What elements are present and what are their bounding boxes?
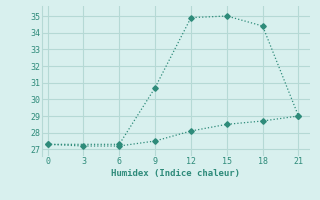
X-axis label: Humidex (Indice chaleur): Humidex (Indice chaleur) [111, 169, 241, 178]
